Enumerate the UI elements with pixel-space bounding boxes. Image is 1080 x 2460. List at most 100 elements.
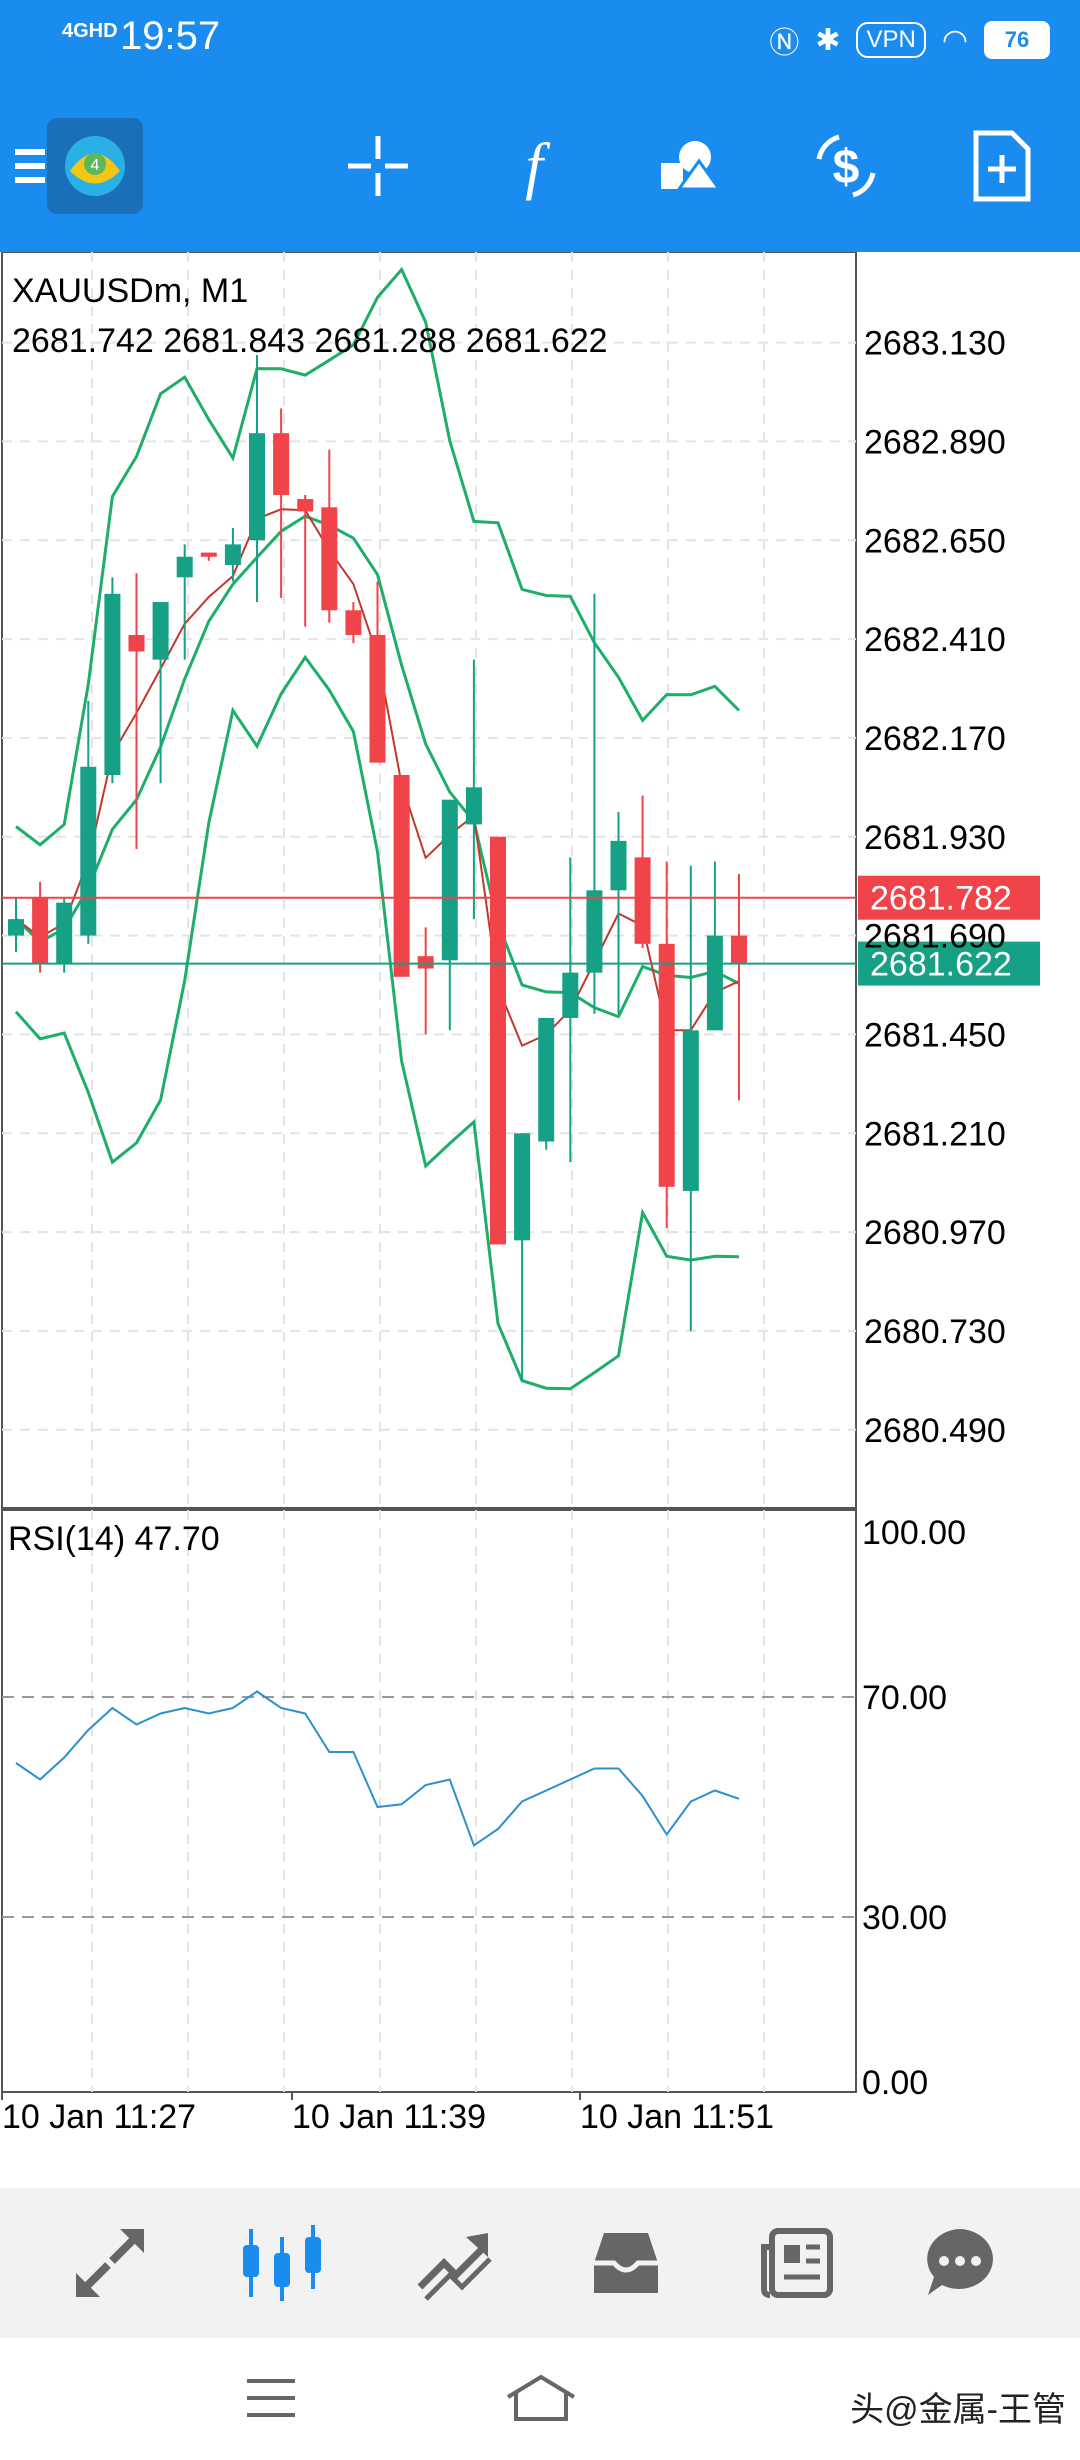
price-chart[interactable]: 2681.782 2681.622 2683.130 2682.890 2682.65…: [0, 251, 1080, 2136]
price-lines: 2681.782 2681.622: [2, 875, 1040, 986]
price-tick-label: 2680.490: [864, 1412, 1006, 1450]
status-bar: 4GHD 19:57 Ⓝ ✱ VPN ◠ 76: [0, 0, 1080, 86]
candle-body: [249, 433, 265, 541]
ohlc-label: 2681.742 2681.843 2681.288 2681.622: [12, 322, 608, 360]
app-toolbar: 4 f $: [0, 86, 1080, 252]
bid-price-tag-label: 2681.782: [870, 880, 1012, 918]
bollinger-bands: [14, 266, 741, 1391]
candle-body: [176, 556, 193, 578]
time-tick-label: 10 Jan 11:39: [292, 2098, 486, 2132]
nfc-icon: Ⓝ: [769, 27, 800, 60]
candle-body: [731, 935, 747, 965]
candle-body: [610, 840, 627, 891]
candle-body: [297, 499, 314, 512]
rsi-tick-label: 0.00: [862, 2064, 928, 2102]
price-tick-label: 2680.730: [864, 1313, 1006, 1351]
vpn-badge: VPN: [856, 22, 926, 58]
candle-body: [441, 799, 458, 961]
function-icon[interactable]: f: [484, 116, 584, 216]
price-tick-label: 2681.450: [864, 1016, 1006, 1054]
main-plot-frame: [1, 251, 857, 1509]
rsi-indicator: [2, 1690, 856, 1918]
candle-body: [706, 935, 723, 1031]
price-tick-label: 2681.210: [864, 1115, 1006, 1153]
recent-apps-icon[interactable]: [226, 2368, 316, 2428]
new-order-icon[interactable]: [952, 116, 1052, 216]
news-icon[interactable]: [748, 2213, 848, 2313]
price-tick-label: 2680.970: [864, 1214, 1006, 1252]
svg-text:4: 4: [91, 157, 100, 174]
svg-text:$: $: [833, 141, 860, 194]
candle-body: [682, 1030, 699, 1191]
time-tick-label: 10 Jan 11:27: [2, 2098, 196, 2132]
rsi-tick-label: 100.00: [862, 1514, 966, 1552]
wifi-icon: ◠: [941, 23, 968, 57]
candle-body: [56, 902, 73, 965]
price-tick-label: 2683.130: [864, 325, 1006, 363]
bottom-navigation: [0, 2188, 1080, 2338]
price-tick-label: 2682.170: [864, 720, 1006, 758]
chart-grid: [1, 251, 857, 2093]
chart-axes: 2683.130 2682.890 2682.650 2682.410 2682.170…: [1, 325, 1006, 2136]
candle-body: [321, 507, 338, 611]
status-icons: Ⓝ ✱ VPN ◠ 76: [769, 18, 1050, 62]
price-tick-label: 2682.890: [864, 423, 1006, 461]
candle-body: [417, 956, 434, 969]
candle-body: [273, 433, 290, 495]
symbol-dollar-icon[interactable]: $: [796, 116, 896, 216]
upper-band-line: [15, 266, 741, 847]
battery-indicator: 76: [984, 21, 1050, 59]
metatrader-logo[interactable]: 4: [45, 116, 145, 216]
rsi-tick-label: 30.00: [862, 1899, 947, 1937]
objects-icon[interactable]: [640, 116, 740, 216]
clock: 19:57: [120, 14, 221, 58]
bid-price-tag: [858, 875, 1040, 920]
candle-body: [224, 544, 241, 565]
chart-icon[interactable]: [232, 2213, 332, 2313]
symbol-label: XAUUSDm, M1: [12, 272, 248, 310]
candle-body: [8, 919, 24, 936]
candle-body: [658, 943, 675, 1187]
history-icon[interactable]: [576, 2213, 676, 2313]
watermark: 头@金属-王管: [850, 2391, 1066, 2429]
candle-body: [586, 890, 603, 973]
candles: [8, 354, 747, 1381]
candle-body: [200, 552, 217, 557]
candle-body: [345, 610, 362, 635]
bluetooth-icon: ✱: [815, 23, 841, 57]
trade-icon[interactable]: [404, 2213, 504, 2313]
home-icon[interactable]: [496, 2368, 586, 2428]
menu-icon[interactable]: [0, 116, 80, 216]
quotes-icon[interactable]: [60, 2213, 160, 2313]
last-price-tag: [858, 941, 1040, 986]
chat-icon[interactable]: [910, 2213, 1010, 2313]
candle-body: [369, 634, 386, 763]
crosshair-icon[interactable]: [328, 116, 428, 216]
candle-body: [152, 602, 169, 660]
rsi-plot-frame: [1, 1509, 857, 2093]
candle-body: [128, 634, 145, 652]
rsi-tick-label: 70.00: [862, 1679, 947, 1717]
lower-band-line: [14, 654, 740, 1391]
system-navigation: 头@金属-王管: [0, 2338, 1080, 2460]
price-tick-label: 2681.690: [864, 918, 1006, 956]
candle-body: [514, 1133, 531, 1241]
candle-body: [80, 766, 97, 936]
network-indicator: 4GHD: [62, 20, 118, 42]
time-tick-label: 10 Jan 11:51: [580, 2098, 774, 2132]
candle-body: [538, 1017, 555, 1142]
rsi-line: [15, 1690, 740, 1848]
rsi-label: RSI(14) 47.70: [8, 1520, 220, 1558]
candle-body: [104, 593, 121, 775]
candle-body: [32, 898, 49, 965]
candle-body: [465, 787, 482, 825]
price-tick-label: 2682.650: [864, 522, 1006, 560]
candle-body: [634, 857, 651, 944]
last-price-tag-label: 2681.622: [870, 946, 1012, 984]
candle-body: [490, 836, 506, 1245]
chart-area[interactable]: 2681.782 2681.622 2683.130 2682.890 2682.65…: [0, 251, 1080, 2136]
price-tick-label: 2682.410: [864, 621, 1006, 659]
candle-body: [562, 972, 579, 1018]
price-tick-label: 2681.930: [864, 819, 1006, 857]
svg-text:f: f: [525, 131, 551, 201]
